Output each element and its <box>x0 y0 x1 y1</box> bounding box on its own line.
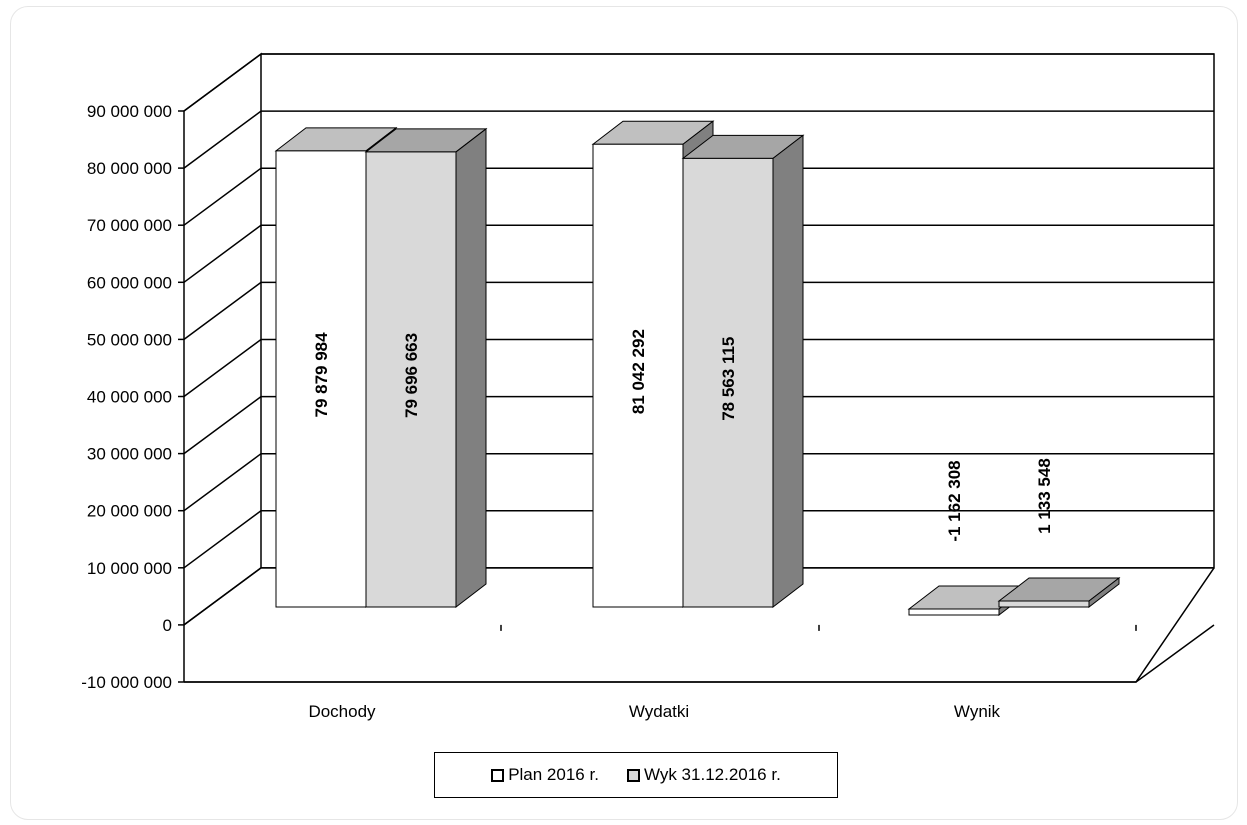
y-axis: 90 000 000 80 000 000 70 000 000 60 000 000… <box>81 102 1137 692</box>
gridline <box>183 281 1214 341</box>
chart-frame: 90 000 000 80 000 000 70 000 000 60 000 000… <box>10 6 1238 820</box>
bars <box>274 120 1121 617</box>
zero-line <box>183 567 1214 626</box>
data-label: 81 042 292 <box>629 329 648 414</box>
y-tick-label: 70 000 000 <box>87 216 172 235</box>
data-label: 79 696 663 <box>402 333 421 418</box>
bar-front <box>998 600 1090 608</box>
y-tick-label: 30 000 000 <box>87 445 172 464</box>
bar-front <box>682 157 774 608</box>
y-tick-label: 60 000 000 <box>87 273 172 292</box>
x-axis-categories: Dochody Wydatki Wynik <box>308 702 1000 721</box>
bar-side <box>455 127 487 609</box>
bar-chart: 90 000 000 80 000 000 70 000 000 60 000 000… <box>81 52 1215 721</box>
legend-label-wyk: Wyk 31.12.2016 r. <box>643 765 781 784</box>
y-tick-label: -10 000 000 <box>81 673 172 692</box>
bar-side <box>772 134 804 609</box>
category-label: Wydatki <box>629 702 689 721</box>
gridline <box>183 110 1214 169</box>
gridline <box>183 224 1214 283</box>
data-label: -1 162 308 <box>945 460 964 541</box>
gridline <box>183 167 1214 226</box>
bar-front <box>592 143 684 608</box>
legend-item-plan: Plan 2016 r. <box>491 765 599 785</box>
legend-swatch-plan <box>491 768 505 782</box>
legend: Plan 2016 r. Wyk 31.12.2016 r. <box>434 752 838 798</box>
y-tick-label: 0 <box>163 616 172 635</box>
category-label: Wynik <box>954 702 1001 721</box>
legend-label-plan: Plan 2016 r. <box>508 765 599 784</box>
y-tick-label: 80 000 000 <box>87 159 172 178</box>
bar-dochody-wyk <box>364 127 488 609</box>
y-tick-label: 20 000 000 <box>87 502 172 521</box>
gridline <box>183 452 1214 512</box>
y-tick-label: 40 000 000 <box>87 388 172 407</box>
gridlines <box>183 53 1214 626</box>
y-tick-label: 50 000 000 <box>87 330 172 349</box>
y-tick-label: 10 000 000 <box>87 559 172 578</box>
bar-front <box>908 608 1000 616</box>
data-label: 79 879 984 <box>312 332 331 418</box>
bar-front <box>275 150 367 608</box>
bar-wydatki-wyk <box>681 134 805 609</box>
legend-item-wyk: Wyk 31.12.2016 r. <box>626 765 781 785</box>
category-label: Dochody <box>308 702 376 721</box>
gridline <box>183 338 1214 398</box>
bar-front <box>365 151 457 608</box>
gridline <box>183 510 1214 569</box>
data-label: 1 133 548 <box>1035 458 1054 534</box>
y-tick-label: 90 000 000 <box>87 102 172 121</box>
data-label: 78 563 115 <box>719 337 738 421</box>
gridline <box>183 395 1214 455</box>
bar-wynik-wyk <box>997 576 1121 609</box>
floor-edge <box>184 624 1215 683</box>
floor-outline <box>184 567 1215 683</box>
legend-swatch-wyk <box>626 768 640 782</box>
data-labels: 79 879 984 79 696 663 81 042 292 78 563 115… <box>312 329 1054 542</box>
gridline <box>183 53 1214 112</box>
